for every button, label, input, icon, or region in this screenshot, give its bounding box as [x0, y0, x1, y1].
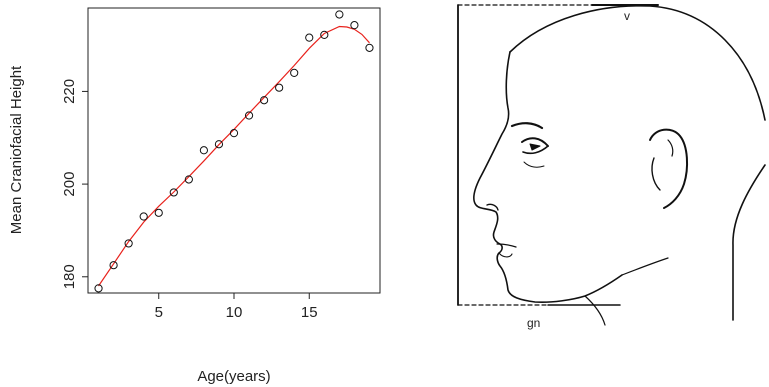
mouth-line [496, 243, 517, 248]
data-point [350, 21, 359, 30]
eye-pupil [529, 143, 541, 151]
data-point [184, 175, 193, 184]
x-tick-label: 10 [226, 304, 243, 321]
neck-back [732, 164, 766, 321]
data-point [275, 83, 284, 92]
ear-outline [649, 128, 689, 209]
gnathion-label: gn [527, 316, 540, 330]
data-point [154, 208, 163, 217]
fit-line [98, 25, 370, 287]
y-tick-label: 180 [61, 264, 78, 289]
data-point [214, 140, 224, 149]
data-point [244, 111, 254, 120]
vertex-label: v [624, 9, 630, 23]
data-point [320, 30, 329, 39]
data-point [335, 10, 344, 19]
y-tick-label: 220 [61, 79, 78, 104]
jaw-line [621, 257, 669, 276]
data-point [169, 188, 178, 197]
data-point [305, 33, 314, 42]
head-profile-illustration: v gn [457, 4, 766, 330]
data-point [109, 261, 118, 270]
scatter-chart: 5 10 15 180 200 220 Age(years) Mean Craniofa… [8, 7, 381, 385]
ear-helix-mark [667, 139, 674, 157]
eyebrow [510, 122, 544, 130]
data-point [260, 96, 269, 105]
y-axis: 180 200 220 [61, 79, 88, 289]
neck-front [584, 295, 606, 326]
x-tick-label: 5 [155, 304, 163, 321]
nostril [486, 203, 499, 211]
data-point [290, 68, 299, 77]
ear-inner [651, 157, 661, 191]
data-points [94, 10, 374, 293]
data-point [199, 146, 208, 155]
data-point [124, 239, 133, 248]
eye-lower-lid [522, 145, 549, 155]
data-point [229, 129, 239, 138]
y-tick-label: 200 [61, 172, 78, 197]
data-point [365, 43, 374, 52]
under-eye [523, 161, 545, 168]
lower-lip [498, 252, 513, 258]
face-profile [473, 51, 623, 303]
skull-outline [509, 5, 766, 121]
x-tick-label: 15 [301, 304, 318, 321]
y-axis-title: Mean Craniofacial Height [8, 65, 25, 234]
x-axis-title: Age(years) [197, 368, 270, 385]
eye-upper-lid [521, 137, 549, 147]
data-point [94, 284, 103, 293]
plot-frame [87, 7, 381, 294]
data-point [139, 212, 148, 221]
x-axis: 5 10 15 [155, 293, 318, 321]
